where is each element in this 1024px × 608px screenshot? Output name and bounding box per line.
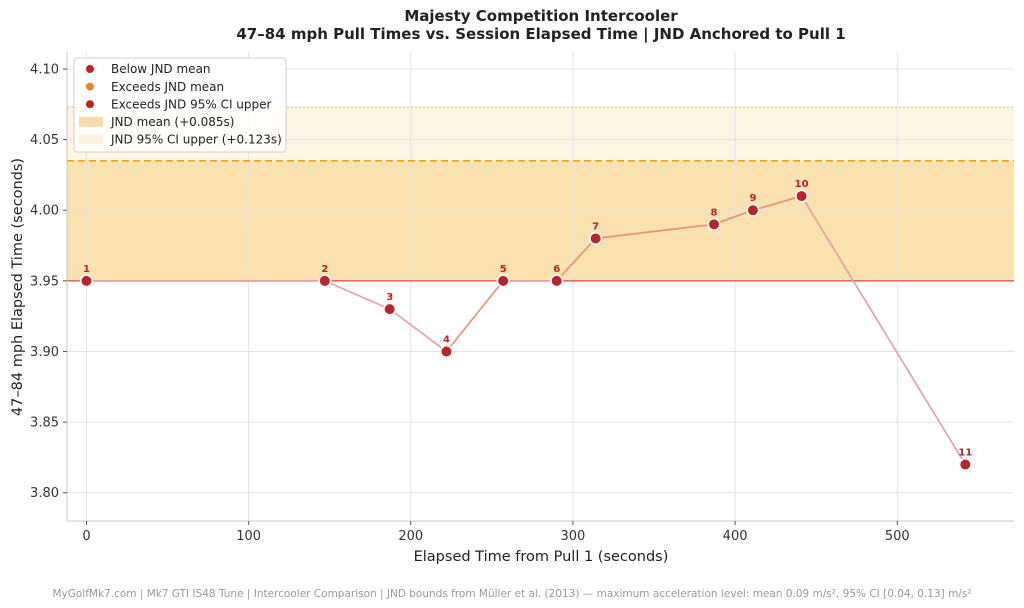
data-point — [958, 457, 972, 472]
x-tick-label: 200 — [398, 529, 423, 544]
y-tick-label: 3.80 — [30, 486, 59, 501]
x-tick-label: 500 — [885, 529, 910, 544]
series-segment — [324, 280, 391, 310]
y-tick-label: 4.10 — [30, 62, 59, 77]
chart-title: Majesty Competition Intercooler — [404, 7, 678, 25]
series-segment — [800, 195, 967, 465]
data-point — [318, 274, 332, 288]
x-tick-label: 300 — [561, 529, 586, 544]
y-tick-label: 4.00 — [30, 204, 59, 219]
legend-marker — [86, 100, 94, 109]
legend-entry: Exceeds JND mean — [111, 80, 224, 94]
y-tick-label: 3.95 — [30, 274, 59, 289]
series-segment — [752, 195, 802, 212]
data-point — [550, 274, 564, 288]
jnd-mean-band — [67, 160, 1014, 281]
legend: Below JND mean Exceeds JND mean Exceeds JN… — [73, 57, 287, 153]
y-tick-label: 4.05 — [30, 133, 59, 148]
legend-entry: JND mean (+0.085s) — [110, 115, 234, 129]
data-point — [589, 231, 603, 246]
data-point — [496, 274, 510, 288]
legend-marker — [86, 65, 94, 73]
y-tick-label: 3.85 — [30, 416, 59, 431]
point-label: 10 — [795, 179, 809, 190]
legend-entry: JND 95% CI upper (+0.123s) — [110, 133, 282, 147]
chart-subtitle: 47–84 mph Pull Times vs. Session Elapsed… — [236, 25, 845, 44]
x-axis-label: Elapsed Time from Pull 1 (seconds) — [414, 549, 669, 565]
data-point — [383, 302, 397, 316]
legend-swatch — [79, 134, 103, 145]
point-label: 11 — [958, 447, 972, 458]
point-label: 5 — [500, 264, 507, 275]
point-label: 1 — [83, 264, 90, 275]
legend-entry: Below JND mean — [111, 62, 211, 76]
point-label: 9 — [749, 193, 756, 204]
point-label: 7 — [592, 221, 599, 232]
legend-marker — [86, 82, 94, 91]
axes: 0 100 200 300 400 500 3.80 3.85 3.90 3.95 4.00 4.05… — [30, 52, 1014, 544]
point-label: 8 — [711, 207, 718, 218]
data-point — [746, 203, 760, 217]
x-tick-label: 0 — [82, 529, 90, 544]
jnd-bands — [67, 107, 1014, 281]
legend-box — [73, 57, 287, 153]
series-segment — [389, 308, 447, 353]
footer-note: MyGolfMk7.com | Mk7 GTI IS48 Tune | Inte… — [52, 588, 971, 600]
point-label: 3 — [386, 292, 393, 303]
series-segment — [595, 223, 715, 240]
data-points: 1 2 3 4 5 6 7 8 9 10 11 — [79, 179, 972, 472]
y-tick-label: 3.90 — [30, 345, 59, 360]
point-label: 6 — [553, 264, 560, 275]
point-label: 2 — [321, 264, 328, 275]
y-axis-label: 47–84 mph Elapsed Time (seconds) — [10, 158, 26, 416]
data-point — [439, 344, 454, 359]
point-label: 4 — [443, 334, 450, 345]
x-tick-label: 400 — [723, 529, 748, 544]
series-segment — [713, 209, 754, 226]
data-point — [707, 217, 721, 231]
legend-entry: Exceeds JND 95% CI upper — [111, 97, 272, 111]
series-lines — [86, 195, 967, 465]
series-segment — [556, 237, 597, 282]
series-segment — [445, 280, 504, 353]
data-point — [794, 189, 809, 203]
data-point — [79, 274, 94, 288]
x-tick-label: 100 — [236, 529, 261, 544]
legend-swatch — [79, 116, 103, 127]
